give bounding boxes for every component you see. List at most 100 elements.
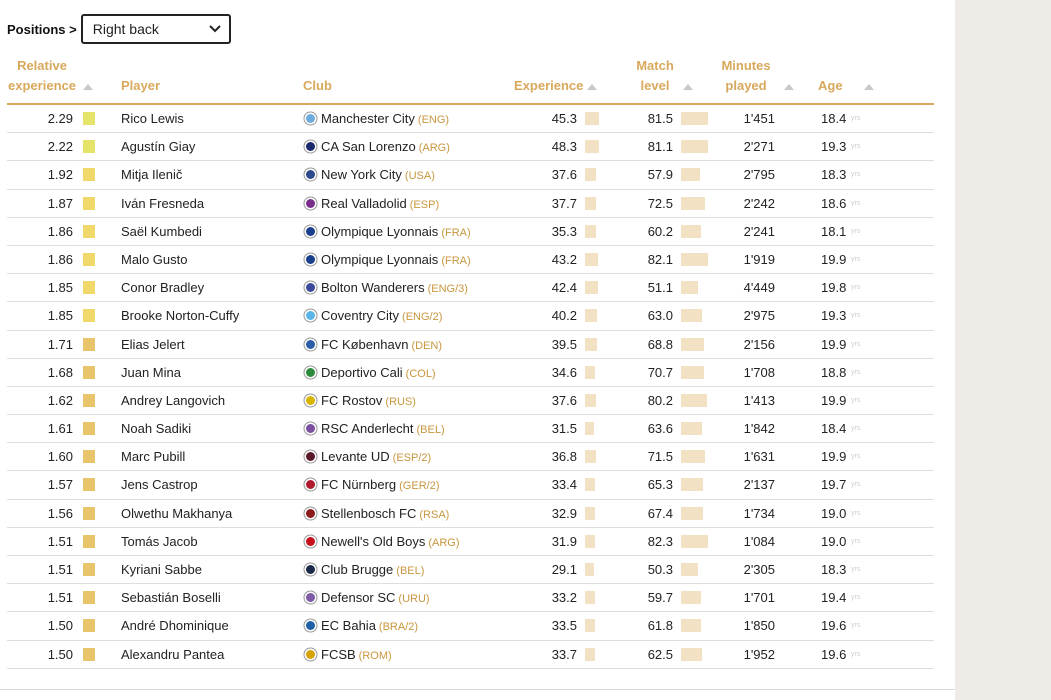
sort-arrow-icon[interactable]: [83, 84, 93, 90]
club-link[interactable]: Defensor SC (URU): [321, 584, 430, 611]
player-name-link[interactable]: Olwethu Makhanya: [121, 505, 233, 521]
club-link[interactable]: Bolton Wanderers (ENG/3): [321, 274, 468, 301]
table-row[interactable]: 1.50 André Dhominique EC Bahia (BRA/2) 33.5 6…: [7, 612, 934, 641]
club-link[interactable]: Real Valladolid (ESP): [321, 190, 439, 217]
table-row[interactable]: 2.29 Rico Lewis Manchester City (ENG) 45.3 81…: [7, 105, 934, 134]
club-link[interactable]: Coventry City (ENG/2): [321, 302, 442, 329]
player-name-link[interactable]: Mitja Ilenič: [121, 167, 183, 183]
relative-experience-value: 1.85: [47, 280, 73, 296]
col-experience[interactable]: Experience: [514, 78, 584, 93]
club-crest-icon: [303, 167, 318, 182]
col-relative-experience[interactable]: Relative experience: [7, 56, 77, 96]
player-name-link[interactable]: Jens Castrop: [121, 477, 198, 493]
experience-bar: [585, 112, 599, 125]
player-name-link[interactable]: Brooke Norton-Cuffy: [121, 308, 240, 324]
club-link[interactable]: Club Brugge (BEL): [321, 556, 424, 583]
club-link[interactable]: Manchester City (ENG): [321, 105, 449, 132]
table-row[interactable]: 1.86 Malo Gusto Olympique Lyonnais (FRA) 43.…: [7, 246, 934, 275]
relative-experience-value: 1.51: [47, 533, 73, 549]
col-minutes-played[interactable]: Minutes played: [718, 56, 774, 96]
table-row[interactable]: 1.92 Mitja Ilenič New York City (USA) 37.6 57…: [7, 161, 934, 190]
table-row[interactable]: 1.60 Marc Pubill Levante UD (ESP/2) 36.8 71.5…: [7, 443, 934, 472]
club-link[interactable]: RSC Anderlecht (BEL): [321, 415, 445, 442]
club-link[interactable]: Olympique Lyonnais (FRA): [321, 218, 471, 245]
age-value: 19.8: [821, 280, 847, 296]
player-name-link[interactable]: André Dhominique: [121, 618, 229, 634]
table-row[interactable]: 1.62 Andrey Langovich FC Rostov (RUS) 37.6 80…: [7, 387, 934, 416]
club-crest-icon: [303, 196, 318, 211]
club-link[interactable]: FC Rostov (RUS): [321, 387, 416, 414]
club-country-code: (ESP): [409, 198, 440, 211]
table-row[interactable]: 1.71 Elias Jelert FC København (DEN) 39.5 68.…: [7, 331, 934, 359]
table-row[interactable]: 1.85 Brooke Norton-Cuffy Coventry City (ENG…: [7, 302, 934, 331]
club-country-code: (BEL): [396, 565, 425, 577]
club-link[interactable]: EC Bahia (BRA/2): [321, 612, 418, 639]
relative-experience-bar: [83, 224, 95, 238]
match-level-value: 51.1: [647, 280, 673, 296]
table-row[interactable]: 1.61 Noah Sadiki RSC Anderlecht (BEL) 31.5 63…: [7, 415, 934, 444]
sort-arrow-icon[interactable]: [864, 84, 874, 90]
table-row[interactable]: 1.86 Saël Kumbedi Olympique Lyonnais (FRA) 3…: [7, 218, 934, 246]
minutes-played-value: 2'241: [743, 223, 775, 239]
table-row[interactable]: 1.85 Conor Bradley Bolton Wanderers (ENG/3)…: [7, 274, 934, 303]
player-name-link[interactable]: Saël Kumbedi: [121, 223, 202, 239]
player-name-link[interactable]: Noah Sadiki: [121, 421, 192, 437]
club-link[interactable]: Stellenbosch FC (RSA): [321, 500, 449, 527]
relative-experience-value: 2.29: [47, 111, 73, 126]
player-name-link[interactable]: Sebastián Boselli: [121, 590, 221, 606]
table-row[interactable]: 1.87 Iván Fresneda Real Valladolid (ESP) 37.…: [7, 190, 934, 218]
col-club[interactable]: Club: [303, 78, 332, 93]
club-link[interactable]: FC København (DEN): [321, 331, 442, 358]
col-age[interactable]: Age: [818, 78, 843, 93]
player-name-link[interactable]: Andrey Langovich: [121, 392, 226, 408]
table-row[interactable]: 1.51 Sebastián Boselli Defensor SC (URU) 33.…: [7, 584, 934, 613]
player-name-link[interactable]: Elias Jelert: [121, 336, 185, 352]
col-match-level-line2: level: [640, 78, 670, 93]
col-player[interactable]: Player: [121, 78, 161, 93]
player-name-link[interactable]: Marc Pubill: [121, 449, 186, 465]
match-level-bar: [681, 619, 701, 633]
player-name-link[interactable]: Kyriani Sabbe: [121, 562, 202, 577]
table-row[interactable]: 2.22 Agustín Giay CA San Lorenzo (ARG) 48.3 8…: [7, 133, 934, 162]
player-name-link[interactable]: Agustín Giay: [121, 139, 196, 155]
relative-experience-value: 1.85: [47, 308, 73, 324]
player-name-link[interactable]: Iván Fresneda: [121, 195, 205, 211]
club-link[interactable]: Newell's Old Boys (ARG): [321, 528, 460, 555]
match-level-value: 67.4: [647, 505, 673, 521]
table-row[interactable]: 1.51 Kyriani Sabbe Club Brugge (BEL) 29.1 50.…: [7, 556, 934, 585]
club-link[interactable]: New York City (USA): [321, 161, 435, 188]
col-match-level[interactable]: Match level: [631, 56, 679, 96]
relative-experience-value: 1.60: [47, 449, 73, 465]
player-name-link[interactable]: Rico Lewis: [121, 111, 184, 126]
table-row[interactable]: 1.51 Tomás Jacob Newell's Old Boys (ARG) 31.…: [7, 528, 934, 556]
match-level-bar: [681, 196, 705, 210]
experience-bar: [585, 591, 595, 605]
player-name-link[interactable]: Tomás Jacob: [121, 533, 198, 549]
club-country-code: (GER/2): [399, 480, 440, 493]
player-name-link[interactable]: Conor Bradley: [121, 280, 205, 296]
club-link[interactable]: Olympique Lyonnais (FRA): [321, 246, 471, 273]
position-select[interactable]: Right back: [80, 14, 231, 44]
player-name-link[interactable]: Juan Mina: [121, 364, 181, 380]
club-link[interactable]: Deportivo Cali (COL): [321, 359, 436, 386]
player-name-link[interactable]: Alexandru Pantea: [121, 646, 225, 662]
sort-arrow-icon[interactable]: [587, 84, 597, 90]
relative-experience-value: 1.92: [47, 167, 73, 183]
sort-arrow-icon[interactable]: [784, 84, 794, 90]
age-value: 18.8: [821, 364, 847, 380]
table-row[interactable]: 1.50 Alexandru Pantea FCSB (ROM) 33.7 62.5 1'9…: [7, 641, 934, 669]
player-name-link[interactable]: Malo Gusto: [121, 251, 188, 267]
club-country-code: (RUS): [385, 395, 416, 408]
match-level-bar: [681, 506, 703, 520]
club-link[interactable]: Levante UD (ESP/2): [321, 443, 431, 470]
club-link[interactable]: CA San Lorenzo (ARG): [321, 133, 450, 160]
match-level-value: 59.7: [647, 590, 673, 606]
table-row[interactable]: 1.68 Juan Mina Deportivo Cali (COL) 34.6 70.7…: [7, 359, 934, 387]
club-link[interactable]: FC Nürnberg (GER/2): [321, 471, 439, 498]
age-value: 18.4: [821, 111, 847, 126]
table-row[interactable]: 1.56 Olwethu Makhanya Stellenbosch FC (RSA)…: [7, 500, 934, 528]
table-row[interactable]: 1.57 Jens Castrop FC Nürnberg (GER/2) 33.4 65…: [7, 471, 934, 500]
sort-arrow-icon[interactable]: [683, 84, 693, 90]
age-unit: yrs: [851, 368, 861, 376]
club-link[interactable]: FCSB (ROM): [321, 641, 392, 668]
